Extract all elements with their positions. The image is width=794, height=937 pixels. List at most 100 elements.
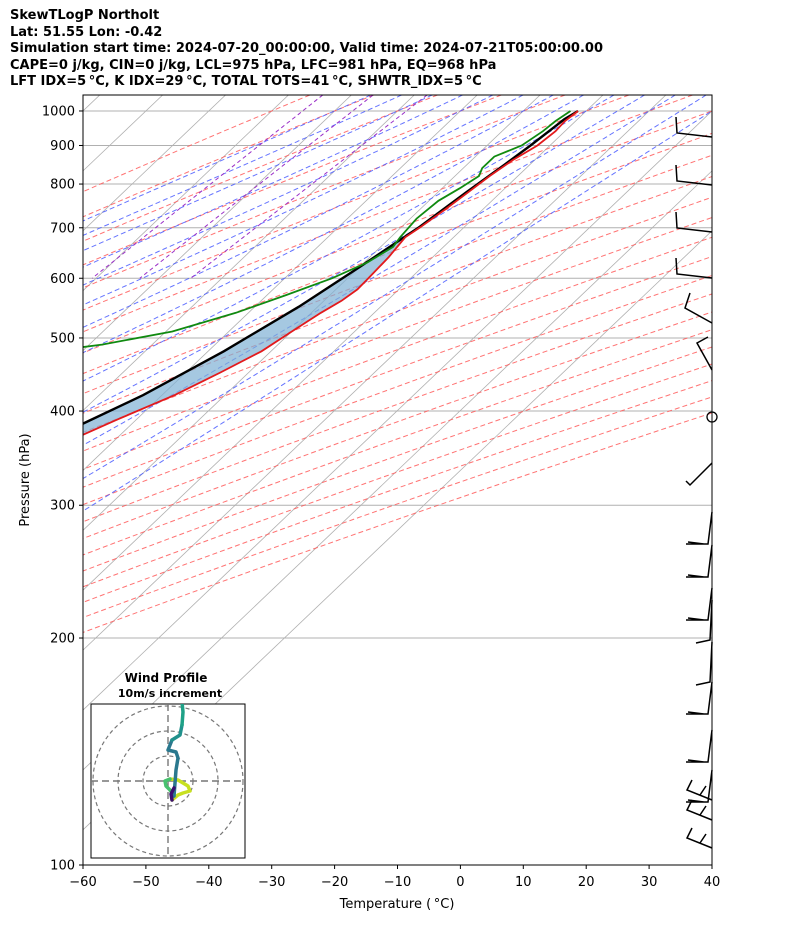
- dewpoint-profile-line: [83, 110, 572, 348]
- isotherm: [83, 95, 101, 112]
- dry-adiabat: [83, 110, 712, 354]
- wind-barb: [686, 729, 713, 763]
- wind-barb: [686, 511, 713, 545]
- x-tick-label: −20: [321, 875, 348, 890]
- wind-barb: [695, 336, 713, 371]
- wind-barb: [675, 164, 713, 186]
- hodograph-trace: [168, 777, 192, 802]
- y-tick-label: 600: [50, 272, 75, 287]
- mixing-ratio-line: [139, 95, 374, 279]
- stability-indices-2: LFT IDX=5 °C, K IDX=29 °C, TOTAL TOTS=41…: [10, 74, 482, 90]
- isobar-grid: [83, 110, 712, 865]
- hodograph-trace: [180, 704, 185, 727]
- isotherm: [83, 95, 478, 471]
- x-tick-label: 30: [641, 875, 658, 890]
- dry-adiabat: [83, 380, 712, 603]
- x-tick-label: −60: [69, 875, 96, 890]
- dry-adiabat: [83, 346, 712, 572]
- wind-barb: [685, 779, 713, 801]
- stability-indices-1: CAPE=0 j/kg, CIN=0 j/kg, LCL=975 hPa, LF…: [10, 57, 497, 73]
- dry-adiabat: [83, 412, 712, 633]
- dry-adiabat: [83, 95, 630, 311]
- x-tick-label: −50: [132, 875, 159, 890]
- moist-adiabat: [83, 95, 554, 328]
- moist-adiabat: [83, 110, 712, 512]
- wind-barb: [686, 681, 713, 715]
- y-tick-label: 800: [50, 178, 75, 193]
- dry-adiabat: [83, 132, 712, 375]
- sounding-profiles: [83, 109, 579, 436]
- wind-barb: [695, 641, 713, 686]
- station-location: Lat: 51.55 Lon: -0.42: [10, 24, 163, 40]
- y-tick-label: 500: [50, 331, 75, 346]
- isotherm: [83, 95, 226, 232]
- mixing-ratio-lines: [91, 95, 428, 279]
- hodograph-trace: [169, 786, 176, 802]
- wind-profile-hodograph: Wind Profile 10m/s increment: [90, 671, 246, 859]
- moist-adiabat: [83, 95, 615, 382]
- isotherm: [83, 95, 604, 591]
- y-tick-label: 1000: [42, 104, 75, 119]
- dry-adiabat: [83, 95, 693, 333]
- y-tick-label: 300: [50, 499, 75, 514]
- x-tick-label: −40: [195, 875, 222, 890]
- isotherm: [83, 95, 667, 651]
- moist-adiabats: [83, 95, 712, 512]
- x-axis-label: Temperature ( °C): [339, 897, 455, 912]
- station-title: SkewTLogP Northolt: [10, 8, 160, 23]
- wind-barb: [695, 599, 713, 644]
- dry-adiabat: [83, 363, 712, 588]
- wind-barb: [675, 116, 713, 138]
- x-tick-label: 20: [578, 875, 595, 890]
- wind-barb: [686, 769, 713, 803]
- chart-header: SkewTLogP Northolt Lat: 51.55 Lon: -0.42…: [10, 8, 790, 91]
- x-tick-label: 0: [456, 875, 464, 890]
- wind-barb: [686, 544, 713, 578]
- dry-adiabat: [83, 95, 374, 218]
- moist-adiabat: [83, 95, 433, 252]
- wind-barb: [675, 257, 713, 279]
- dry-adiabat: [83, 196, 712, 433]
- moist-adiabat: [83, 95, 494, 286]
- y-tick-label: 700: [50, 221, 75, 236]
- wind-barb: [685, 799, 713, 821]
- dry-adiabat: [83, 255, 712, 488]
- y-tick-label: 200: [50, 632, 75, 647]
- parcel-profile-line: [83, 109, 579, 425]
- isotherm: [83, 95, 352, 352]
- y-tick-label: 100: [50, 859, 75, 874]
- wind-barbs: [675, 116, 718, 849]
- x-tick-label: −30: [258, 875, 285, 890]
- wind-barb: [686, 587, 713, 621]
- simulation-times: Simulation start time: 2024-07-20_00:00:…: [10, 41, 603, 57]
- x-tick-label: 10: [515, 875, 532, 890]
- dry-adiabat: [83, 95, 502, 266]
- x-tick-label: 40: [704, 875, 721, 890]
- mixing-ratio-line: [190, 95, 428, 279]
- moist-adiabat: [83, 95, 645, 413]
- x-axis-ticks: −60 −50 −40 −30 −20 −10 0 10 20 30 40: [69, 865, 720, 890]
- x-tick-label: −10: [384, 875, 411, 890]
- isotherm: [83, 110, 712, 711]
- wind-barb: [675, 211, 713, 233]
- temperature-profile-line: [83, 110, 579, 436]
- hodograph-trace: [170, 723, 184, 742]
- dry-adiabat: [83, 274, 712, 506]
- dry-adiabat: [83, 329, 712, 556]
- moist-adiabat: [83, 95, 584, 354]
- y-tick-label: 900: [50, 139, 75, 154]
- isotherm: [83, 95, 541, 531]
- y-axis-label: Pressure (hPa): [18, 433, 33, 526]
- isotherm: [83, 95, 415, 412]
- hodograph-title: Wind Profile: [125, 671, 208, 685]
- moist-adiabat: [83, 95, 402, 236]
- wind-barb: [685, 462, 713, 487]
- dry-adiabat: [83, 95, 311, 193]
- mixing-ratio-line: [91, 95, 324, 279]
- y-tick-label: 400: [50, 405, 75, 420]
- isotherm: [83, 95, 289, 292]
- dry-adiabat: [83, 396, 712, 619]
- wind-barb: [684, 292, 713, 324]
- hodograph-subtitle: 10m/s increment: [118, 687, 222, 700]
